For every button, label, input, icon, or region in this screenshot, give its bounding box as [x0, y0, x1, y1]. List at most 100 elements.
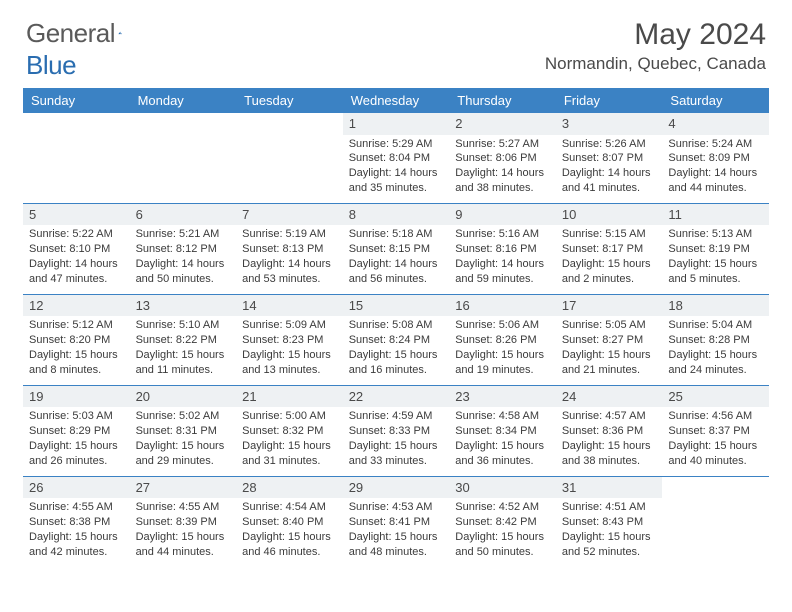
day-number: 24 — [556, 386, 663, 408]
page-header: General May 2024 Normandin, Quebec, Cana… — [0, 0, 792, 80]
day-info: Sunrise: 5:27 AMSunset: 8:06 PMDaylight:… — [455, 137, 550, 196]
day-cell: 10Sunrise: 5:15 AMSunset: 8:17 PMDayligh… — [556, 204, 663, 294]
day-info: Sunrise: 5:12 AMSunset: 8:20 PMDaylight:… — [29, 318, 124, 377]
day-info-line: and 52 minutes. — [562, 545, 657, 560]
day-info-line: Sunrise: 4:54 AM — [242, 500, 337, 515]
day-info-line: and 11 minutes. — [136, 363, 231, 378]
day-info-line: Daylight: 14 hours — [349, 257, 444, 272]
day-number: 27 — [130, 477, 237, 499]
day-info-line: Sunrise: 5:29 AM — [349, 137, 444, 152]
day-info-line: Daylight: 14 hours — [242, 257, 337, 272]
day-info-line: Sunset: 8:28 PM — [668, 333, 763, 348]
day-info-line: Sunrise: 4:56 AM — [668, 409, 763, 424]
day-info: Sunrise: 5:15 AMSunset: 8:17 PMDaylight:… — [562, 227, 657, 286]
day-info-line: and 50 minutes. — [136, 272, 231, 287]
day-info: Sunrise: 4:51 AMSunset: 8:43 PMDaylight:… — [562, 500, 657, 559]
day-info-line: Sunset: 8:33 PM — [349, 424, 444, 439]
day-info-line: and 40 minutes. — [668, 454, 763, 469]
day-info-line: Sunset: 8:09 PM — [668, 151, 763, 166]
day-cell: 26Sunrise: 4:55 AMSunset: 8:38 PMDayligh… — [23, 477, 130, 567]
day-info: Sunrise: 5:02 AMSunset: 8:31 PMDaylight:… — [136, 409, 231, 468]
day-info-line: Sunrise: 5:04 AM — [668, 318, 763, 333]
day-info-line: and 36 minutes. — [455, 454, 550, 469]
day-info-line: Sunset: 8:26 PM — [455, 333, 550, 348]
day-info-line: Sunrise: 5:22 AM — [29, 227, 124, 242]
day-info: Sunrise: 4:54 AMSunset: 8:40 PMDaylight:… — [242, 500, 337, 559]
logo-text-general: General — [26, 18, 115, 49]
day-cell-empty — [130, 113, 237, 203]
day-number: 7 — [236, 204, 343, 226]
day-cell: 5Sunrise: 5:22 AMSunset: 8:10 PMDaylight… — [23, 204, 130, 294]
day-info-line: and 42 minutes. — [29, 545, 124, 560]
day-info-line: Sunset: 8:39 PM — [136, 515, 231, 530]
day-info-line: Sunrise: 5:09 AM — [242, 318, 337, 333]
day-info-line: Sunset: 8:07 PM — [562, 151, 657, 166]
day-info: Sunrise: 4:52 AMSunset: 8:42 PMDaylight:… — [455, 500, 550, 559]
day-info-line: Daylight: 15 hours — [562, 348, 657, 363]
sail-icon — [118, 23, 122, 43]
day-number: 23 — [449, 386, 556, 408]
day-info-line: Sunset: 8:34 PM — [455, 424, 550, 439]
weekday-tuesday: Tuesday — [236, 88, 343, 113]
day-cell: 4Sunrise: 5:24 AMSunset: 8:09 PMDaylight… — [662, 113, 769, 203]
day-info-line: and 31 minutes. — [242, 454, 337, 469]
day-info-line: Daylight: 15 hours — [562, 439, 657, 454]
day-info-line: and 21 minutes. — [562, 363, 657, 378]
day-number: 22 — [343, 386, 450, 408]
day-info: Sunrise: 5:26 AMSunset: 8:07 PMDaylight:… — [562, 137, 657, 196]
day-info-line: Sunset: 8:31 PM — [136, 424, 231, 439]
day-number: 18 — [662, 295, 769, 317]
day-number: 1 — [343, 113, 450, 135]
day-number: 19 — [23, 386, 130, 408]
day-cell: 28Sunrise: 4:54 AMSunset: 8:40 PMDayligh… — [236, 477, 343, 567]
day-cell: 27Sunrise: 4:55 AMSunset: 8:39 PMDayligh… — [130, 477, 237, 567]
day-cell-empty — [23, 113, 130, 203]
day-info-line: Sunset: 8:04 PM — [349, 151, 444, 166]
day-number: 14 — [236, 295, 343, 317]
day-info: Sunrise: 4:53 AMSunset: 8:41 PMDaylight:… — [349, 500, 444, 559]
day-info-line: Sunset: 8:10 PM — [29, 242, 124, 257]
day-number: 25 — [662, 386, 769, 408]
day-cell: 23Sunrise: 4:58 AMSunset: 8:34 PMDayligh… — [449, 386, 556, 476]
day-info-line: Sunrise: 5:00 AM — [242, 409, 337, 424]
day-info: Sunrise: 5:10 AMSunset: 8:22 PMDaylight:… — [136, 318, 231, 377]
day-number: 11 — [662, 204, 769, 226]
day-number: 17 — [556, 295, 663, 317]
day-info-line: Daylight: 15 hours — [455, 530, 550, 545]
day-number: 6 — [130, 204, 237, 226]
day-info-line: Sunrise: 4:57 AM — [562, 409, 657, 424]
day-number: 20 — [130, 386, 237, 408]
day-cell: 25Sunrise: 4:56 AMSunset: 8:37 PMDayligh… — [662, 386, 769, 476]
day-info-line: and 24 minutes. — [668, 363, 763, 378]
day-info: Sunrise: 4:57 AMSunset: 8:36 PMDaylight:… — [562, 409, 657, 468]
day-info: Sunrise: 5:19 AMSunset: 8:13 PMDaylight:… — [242, 227, 337, 286]
weekday-wednesday: Wednesday — [343, 88, 450, 113]
day-info: Sunrise: 5:29 AMSunset: 8:04 PMDaylight:… — [349, 137, 444, 196]
day-info: Sunrise: 5:03 AMSunset: 8:29 PMDaylight:… — [29, 409, 124, 468]
day-info-line: Sunrise: 5:16 AM — [455, 227, 550, 242]
day-info: Sunrise: 5:05 AMSunset: 8:27 PMDaylight:… — [562, 318, 657, 377]
day-info-line: Daylight: 15 hours — [455, 348, 550, 363]
day-number: 10 — [556, 204, 663, 226]
day-cell: 2Sunrise: 5:27 AMSunset: 8:06 PMDaylight… — [449, 113, 556, 203]
day-info-line: Sunrise: 5:19 AM — [242, 227, 337, 242]
day-info-line: and 5 minutes. — [668, 272, 763, 287]
day-info-line: and 41 minutes. — [562, 181, 657, 196]
day-cell: 1Sunrise: 5:29 AMSunset: 8:04 PMDaylight… — [343, 113, 450, 203]
day-info-line: Sunrise: 4:59 AM — [349, 409, 444, 424]
logo-text-blue: Blue — [26, 50, 76, 80]
day-info-line: Sunset: 8:12 PM — [136, 242, 231, 257]
day-info-line: Daylight: 14 hours — [349, 166, 444, 181]
day-info-line: Daylight: 14 hours — [136, 257, 231, 272]
day-info-line: and 35 minutes. — [349, 181, 444, 196]
day-number: 12 — [23, 295, 130, 317]
day-cell: 14Sunrise: 5:09 AMSunset: 8:23 PMDayligh… — [236, 295, 343, 385]
day-cell-empty — [662, 477, 769, 567]
day-number: 29 — [343, 477, 450, 499]
day-cell-empty — [236, 113, 343, 203]
day-info-line: and 44 minutes. — [136, 545, 231, 560]
day-info-line: and 26 minutes. — [29, 454, 124, 469]
day-cell: 11Sunrise: 5:13 AMSunset: 8:19 PMDayligh… — [662, 204, 769, 294]
day-info-line: Daylight: 15 hours — [242, 439, 337, 454]
day-info-line: Sunset: 8:17 PM — [562, 242, 657, 257]
